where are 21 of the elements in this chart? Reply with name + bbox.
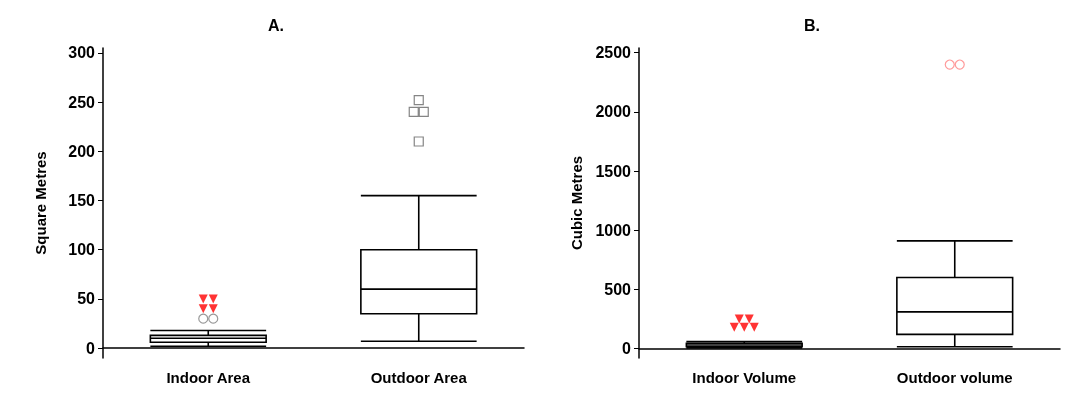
- y-tick-label: 250: [68, 93, 96, 111]
- y-axis-title: Square Metres: [32, 151, 49, 255]
- y-tick-label: 200: [68, 142, 96, 160]
- y-tick-label: 500: [604, 280, 632, 298]
- x-tick-label: Indoor Area: [166, 369, 251, 386]
- y-tick-label: 2000: [595, 103, 632, 121]
- x-tick-label: Indoor Volume: [692, 369, 797, 386]
- y-tick-label: 150: [68, 192, 96, 210]
- y-tick-label: 100: [68, 241, 96, 259]
- y-tick-label: 2500: [595, 44, 632, 62]
- chart-title: B.: [804, 16, 820, 34]
- y-tick-label: 300: [68, 44, 96, 62]
- y-tick-label: 1500: [595, 162, 632, 180]
- y-tick-label: 50: [77, 290, 96, 308]
- y-tick-label: 0: [86, 339, 96, 357]
- x-tick-label: Outdoor Area: [370, 369, 468, 386]
- chart-title: A.: [268, 16, 284, 34]
- y-tick-label: 1000: [595, 221, 632, 239]
- y-axis-title: Cubic Metres: [568, 155, 585, 251]
- x-tick-label: Outdoor volume: [896, 369, 1013, 386]
- y-tick-label: 0: [622, 340, 632, 358]
